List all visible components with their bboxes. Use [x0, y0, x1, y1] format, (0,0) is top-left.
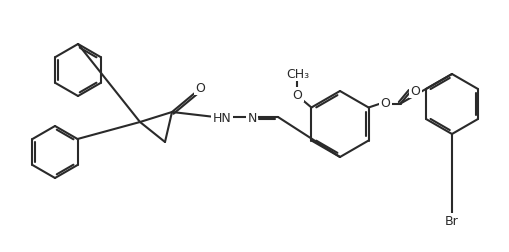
Text: N: N — [247, 111, 256, 124]
Text: O: O — [292, 89, 302, 102]
Text: Br: Br — [444, 215, 458, 228]
Text: CH₃: CH₃ — [286, 68, 308, 81]
Text: O: O — [410, 85, 420, 98]
Text: O: O — [380, 97, 390, 110]
Text: HN: HN — [212, 111, 231, 124]
Text: O: O — [194, 81, 205, 94]
